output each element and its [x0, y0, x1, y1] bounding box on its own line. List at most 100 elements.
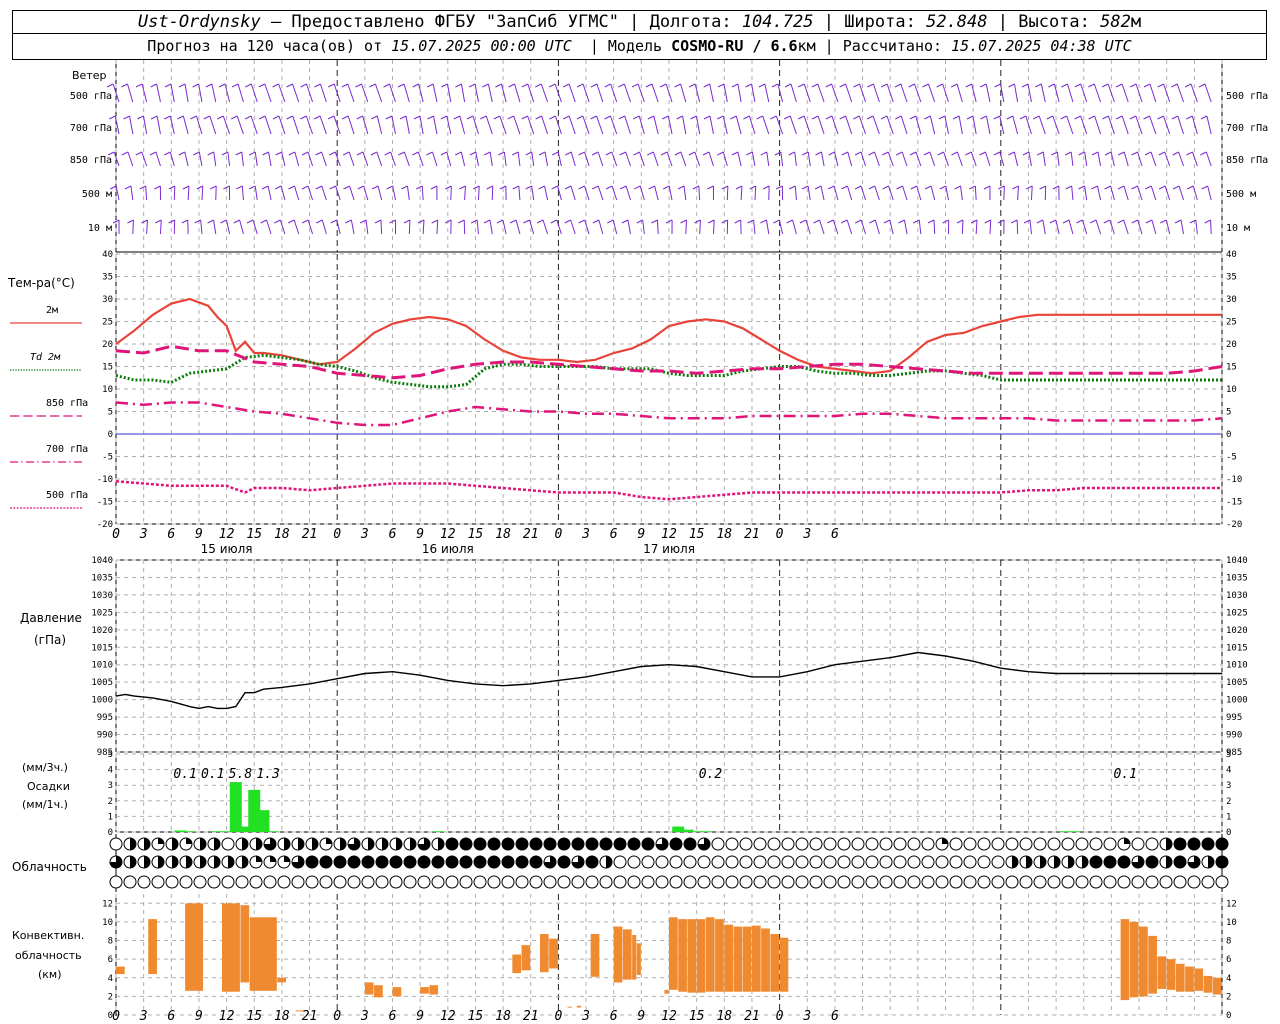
- wind-barb: [860, 185, 867, 201]
- cloud-fill: [214, 856, 220, 868]
- wind-barb: [1096, 185, 1102, 201]
- cloud-fill: [256, 856, 262, 862]
- wind-barb: [266, 219, 272, 235]
- cloud-fill: [698, 838, 710, 850]
- wind-barb-flag: [1008, 151, 1015, 156]
- wind-barb: [474, 83, 479, 103]
- hour-tick-bottom: 3: [802, 1009, 811, 1024]
- wind-barb: [975, 219, 978, 235]
- cloud-fill: [214, 838, 220, 850]
- conv-tick-left: 8: [108, 937, 113, 947]
- cloud-circle: [1117, 875, 1131, 889]
- wind-barb: [1192, 151, 1198, 167]
- cloud-circle: [1103, 837, 1117, 851]
- wind-barb: [914, 83, 922, 103]
- wind-barb: [114, 115, 120, 135]
- wind-barb: [418, 83, 424, 103]
- wind-barb: [972, 115, 977, 135]
- wind-barb-flag: [937, 151, 944, 156]
- wind-barb-flag: [909, 115, 916, 120]
- wind-barb: [680, 83, 687, 103]
- wind-barb-flag: [1171, 115, 1179, 120]
- wind-barb: [130, 185, 134, 201]
- wind-barb-flag: [164, 115, 171, 120]
- cloud-circle: [529, 875, 543, 889]
- wind-barb: [502, 219, 507, 235]
- wind-barb: [460, 83, 466, 103]
- wind-barb: [421, 185, 424, 201]
- wind-barb: [1095, 219, 1102, 235]
- wind-barb-flag: [300, 115, 307, 120]
- wind-barb-flag: [341, 115, 349, 120]
- wind-barb: [902, 185, 908, 201]
- wind-barb: [1180, 219, 1185, 235]
- wind-barb: [570, 185, 576, 201]
- wind-barb: [417, 151, 424, 167]
- wind-barb-flag: [1088, 115, 1095, 120]
- cloud-fill: [1166, 856, 1172, 868]
- wind-barb: [803, 115, 811, 135]
- wind-barb: [584, 151, 590, 167]
- precip-bar: [239, 826, 252, 832]
- cloud-circle: [725, 855, 739, 869]
- wind-barb-flag: [674, 151, 682, 156]
- wind-barb: [915, 115, 922, 135]
- wind-barb: [887, 151, 894, 167]
- wind-barb: [542, 219, 549, 235]
- cloud-circle: [1159, 875, 1173, 889]
- wind-barb: [113, 151, 120, 167]
- wind-barb: [777, 83, 784, 103]
- pres-tick-right: 1035: [1226, 573, 1248, 583]
- wind-barb-flag: [882, 185, 889, 190]
- wind-barb-flag: [965, 83, 972, 88]
- wind-barb: [1150, 151, 1157, 167]
- hour-tick: 12: [661, 527, 677, 542]
- wind-barb-flag: [590, 83, 598, 88]
- cloud-fill: [1132, 856, 1144, 868]
- cloud-fill: [1012, 856, 1018, 868]
- wind-barb-flag: [218, 83, 226, 88]
- wind-barb-flag: [258, 115, 266, 120]
- wind-barb: [872, 115, 880, 135]
- wind-barb-flag: [993, 151, 1001, 156]
- wind-barb: [667, 115, 673, 135]
- wind-barb: [845, 115, 853, 135]
- wind-barb: [834, 151, 839, 167]
- wind-barb: [789, 115, 797, 135]
- pres-tick-right: 1010: [1226, 661, 1248, 671]
- wind-barb: [1042, 151, 1046, 167]
- wind-barb-flag: [564, 219, 571, 224]
- cloud-circle: [991, 875, 1005, 889]
- wind-barb: [294, 151, 300, 167]
- wind-barb-flag: [590, 115, 597, 120]
- temp-tick-right: 40: [1226, 250, 1237, 260]
- wind-barb-flag: [994, 83, 1001, 88]
- wind-barb-flag: [498, 151, 505, 156]
- wind-barb: [374, 83, 383, 103]
- cloud-fill: [312, 838, 318, 850]
- wind-barb-flag: [827, 185, 835, 190]
- conv-bar: [705, 917, 715, 992]
- conv-unit: (км): [38, 968, 62, 981]
- precip-bar: [690, 831, 703, 832]
- wind-barb-flag: [592, 219, 600, 224]
- wind-barb-flag: [866, 115, 874, 120]
- wind-barb: [651, 83, 659, 103]
- wind-barb-flag: [274, 219, 281, 224]
- wind-barb-flag: [221, 151, 229, 156]
- wind-barb: [556, 219, 562, 235]
- wind-barb-flag: [688, 83, 696, 88]
- wind-barb: [380, 219, 383, 235]
- wind-barb-flag: [315, 151, 322, 156]
- wind-barb-flag: [538, 151, 546, 156]
- wind-barb-flag: [1200, 115, 1208, 120]
- cloud-fill: [326, 838, 332, 844]
- wind-barb: [1084, 151, 1088, 167]
- wind-barb: [627, 219, 632, 235]
- wind-barb: [419, 115, 424, 135]
- hour-tick-bottom: 6: [831, 1009, 839, 1024]
- wind-barb-flag: [178, 151, 185, 156]
- temp-line-Td-2м: [115, 353, 1222, 389]
- wind-barb-flag: [647, 151, 654, 156]
- cloud-fill: [1090, 856, 1102, 868]
